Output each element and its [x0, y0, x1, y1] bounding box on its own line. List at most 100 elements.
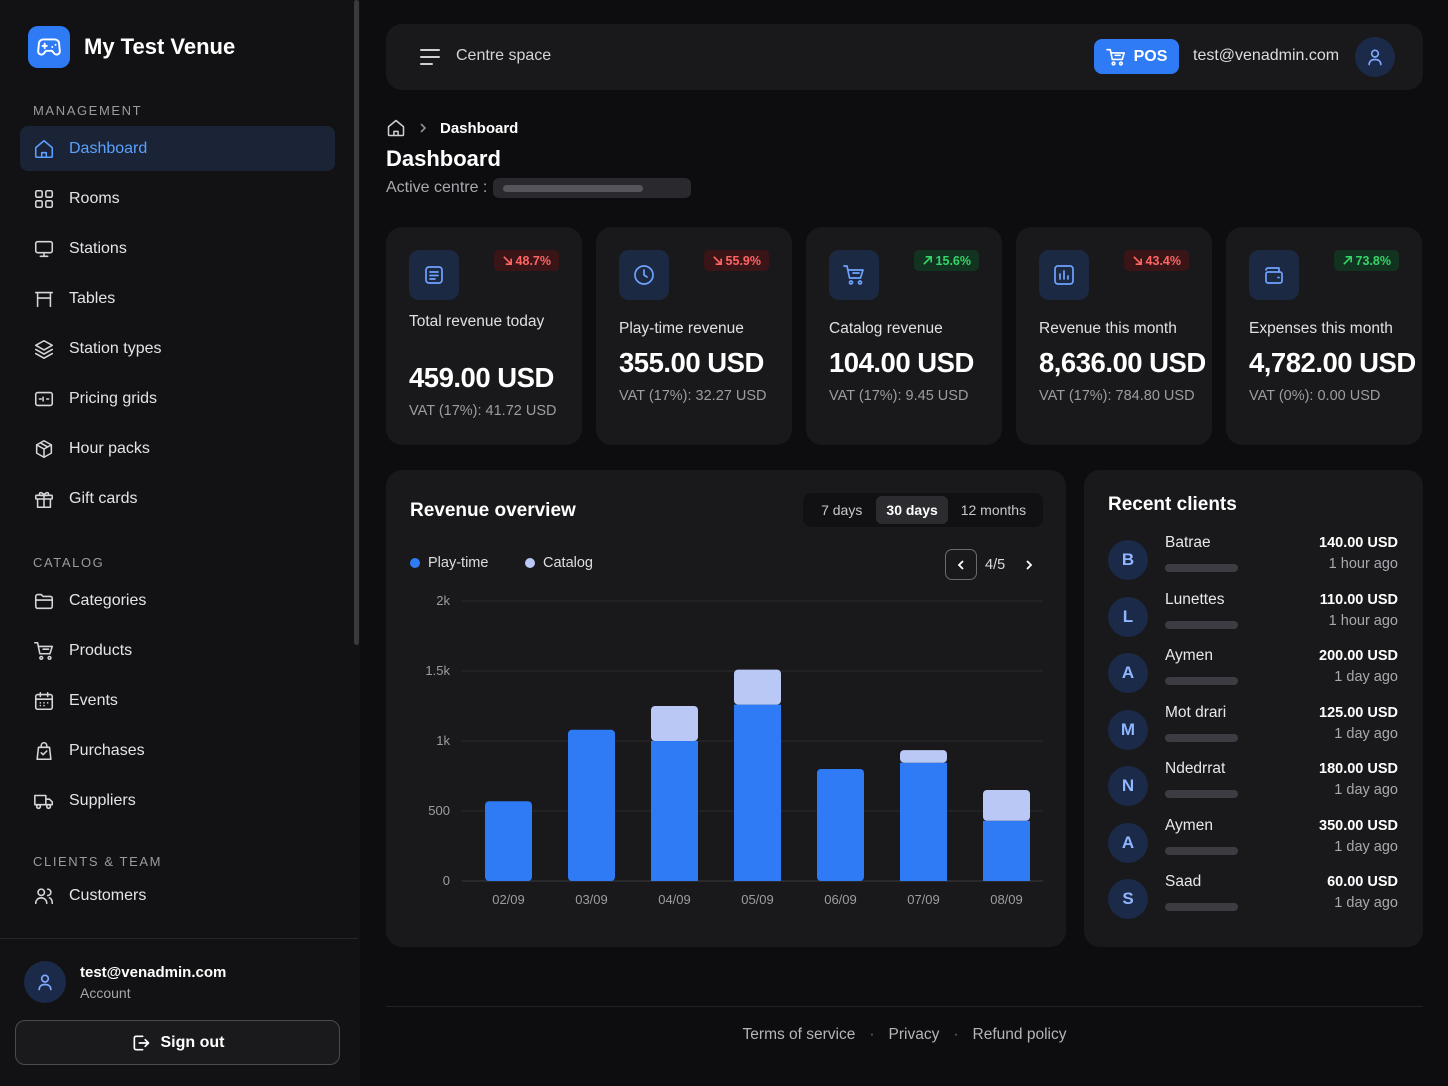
sidebar-item-label: Rooms — [69, 189, 120, 207]
breadcrumb-current: Dashboard — [440, 119, 519, 137]
card-value: 104.00 USD — [829, 347, 974, 378]
card-label: Revenue this month — [1039, 320, 1177, 337]
bar-catalog — [651, 706, 698, 741]
chevron-right-icon[interactable] — [1013, 549, 1045, 580]
trend-value: 73.8% — [1355, 253, 1391, 268]
bag-icon — [36, 741, 52, 760]
coins-icon — [425, 266, 443, 284]
client-row[interactable]: A Aymen 350.00 USD 1 day ago — [1108, 817, 1398, 867]
trend-badge: 43.4% — [1123, 250, 1189, 271]
sidebar-scrollbar[interactable] — [354, 0, 359, 645]
card-value: 355.00 USD — [619, 347, 764, 378]
client-row[interactable]: N Ndedrrat 180.00 USD 1 day ago — [1108, 760, 1398, 810]
refund-policy-link[interactable]: Refund policy — [972, 1026, 1067, 1043]
menu-icon[interactable] — [420, 48, 440, 71]
card-label: Catalog revenue — [829, 320, 943, 337]
client-detail-redacted — [1165, 790, 1238, 798]
package-icon — [35, 439, 53, 458]
client-avatar: N — [1108, 766, 1148, 806]
client-avatar: M — [1108, 709, 1148, 750]
x-tick-label: 02/09 — [492, 892, 525, 907]
sidebar-item-label: Hour packs — [69, 439, 150, 457]
monitor-icon — [34, 240, 54, 257]
sidebar-item-label: Tables — [69, 289, 116, 307]
card-icon — [1249, 250, 1299, 300]
y-tick-label: 0 — [443, 873, 450, 888]
x-tick-label: 08/09 — [990, 892, 1023, 907]
sidebar-item-products[interactable]: Products — [20, 628, 335, 673]
sidebar-item-customers[interactable]: Customers — [20, 873, 335, 918]
pos-button[interactable]: POS — [1094, 39, 1179, 74]
stat-card: 15.6% Catalog revenue 104.00 USD VAT (17%):… — [806, 227, 1002, 445]
bar-play-time — [734, 704, 781, 881]
user-icon[interactable] — [1355, 37, 1395, 77]
gift-icon — [34, 491, 54, 508]
sign-out-icon — [133, 1035, 149, 1050]
home-icon — [34, 139, 54, 158]
client-amount: 140.00 USD — [1319, 535, 1398, 551]
client-time: 1 day ago — [1334, 895, 1398, 911]
sidebar-item-events[interactable]: Events — [20, 678, 335, 723]
sidebar-item-hour-packs[interactable]: Hour packs — [20, 426, 335, 471]
client-detail-redacted — [1165, 677, 1238, 685]
card-vat: VAT (17%): 9.45 USD — [829, 388, 969, 404]
topbar-title: Centre space — [456, 47, 552, 64]
client-amount: 60.00 USD — [1327, 874, 1398, 890]
client-avatar: L — [1108, 596, 1148, 637]
sidebar-item-suppliers[interactable]: Suppliers — [20, 778, 335, 823]
sidebar-item-label: Pricing grids — [69, 389, 158, 407]
legend-catalog-label: Catalog — [543, 555, 593, 571]
client-row[interactable]: M Mot drari 125.00 USD 1 day ago — [1108, 704, 1398, 754]
sidebar-item-rooms[interactable]: Rooms — [20, 176, 335, 221]
legend-play-time-label: Play-time — [428, 555, 489, 571]
sidebar-item-gift-cards[interactable]: Gift cards — [20, 476, 335, 521]
breadcrumb: Dashboard — [386, 118, 518, 138]
range-12-months[interactable]: 12 months — [960, 502, 1027, 518]
home-icon[interactable] — [386, 118, 406, 138]
range-30-days[interactable]: 30 days — [876, 496, 948, 524]
trend-badge: 48.7% — [493, 250, 559, 271]
users-icon — [34, 887, 54, 904]
sidebar-item-purchases[interactable]: Purchases — [20, 728, 335, 773]
footer-divider — [386, 1006, 1423, 1007]
trend-value: 15.6% — [935, 253, 971, 268]
sidebar-item-tables[interactable]: Tables — [20, 276, 335, 321]
topbar-email: test@venadmin.com — [1193, 47, 1340, 64]
client-row[interactable]: B Batrae 140.00 USD 1 hour ago — [1108, 534, 1398, 584]
sign-out-button[interactable]: Sign out — [15, 1020, 340, 1065]
privacy-link[interactable]: Privacy — [888, 1026, 940, 1043]
client-row[interactable]: L Lunettes 110.00 USD 1 hour ago — [1108, 591, 1398, 641]
client-avatar: A — [1108, 653, 1148, 693]
sidebar-item-dashboard[interactable]: Dashboard — [20, 126, 335, 171]
sidebar-item-label: Stations — [69, 239, 127, 257]
y-tick-label: 500 — [428, 803, 450, 818]
y-tick-label: 1.5k — [425, 663, 450, 678]
revenue-chart: 0 500 1k 1.5k 2k 02/09 03/09 04/09 05/09 06/09 07/… — [425, 593, 1043, 907]
card-icon — [409, 250, 459, 300]
x-tick-label: 07/09 — [907, 892, 940, 907]
calendar-icon — [34, 691, 54, 710]
sidebar-item-station-types[interactable]: Station types — [20, 326, 335, 371]
card-vat: VAT (17%): 41.72 USD — [409, 403, 557, 419]
active-centre-value — [493, 178, 692, 198]
range-7-days[interactable]: 7 days — [821, 502, 863, 518]
client-amount: 125.00 USD — [1319, 704, 1398, 721]
sidebar-item-stations[interactable]: Stations — [20, 226, 335, 271]
sidebar-item-categories[interactable]: Categories — [20, 578, 335, 623]
arrow-down-right-icon — [502, 256, 512, 265]
trend-badge: 15.6% — [913, 250, 979, 271]
footer: Terms of service · Privacy · Refund poli… — [386, 1026, 1423, 1044]
layers-icon — [34, 339, 54, 359]
client-row[interactable]: A Aymen 200.00 USD 1 day ago — [1108, 647, 1398, 697]
client-name: Saad — [1165, 873, 1202, 890]
brand-name: My Test Venue — [84, 34, 236, 59]
trend-value: 48.7% — [515, 253, 551, 268]
terms-link[interactable]: Terms of service — [742, 1026, 856, 1043]
user-icon — [24, 961, 66, 1003]
client-row[interactable]: S Saad 60.00 USD 1 day ago — [1108, 873, 1398, 923]
account-block[interactable]: test@venadmin.com Account — [24, 961, 226, 1003]
brand[interactable]: My Test Venue — [28, 26, 235, 68]
sidebar-item-pricing-grids[interactable]: Pricing grids — [20, 376, 335, 421]
truck-icon — [34, 794, 54, 809]
chevron-left-icon[interactable] — [945, 549, 977, 580]
